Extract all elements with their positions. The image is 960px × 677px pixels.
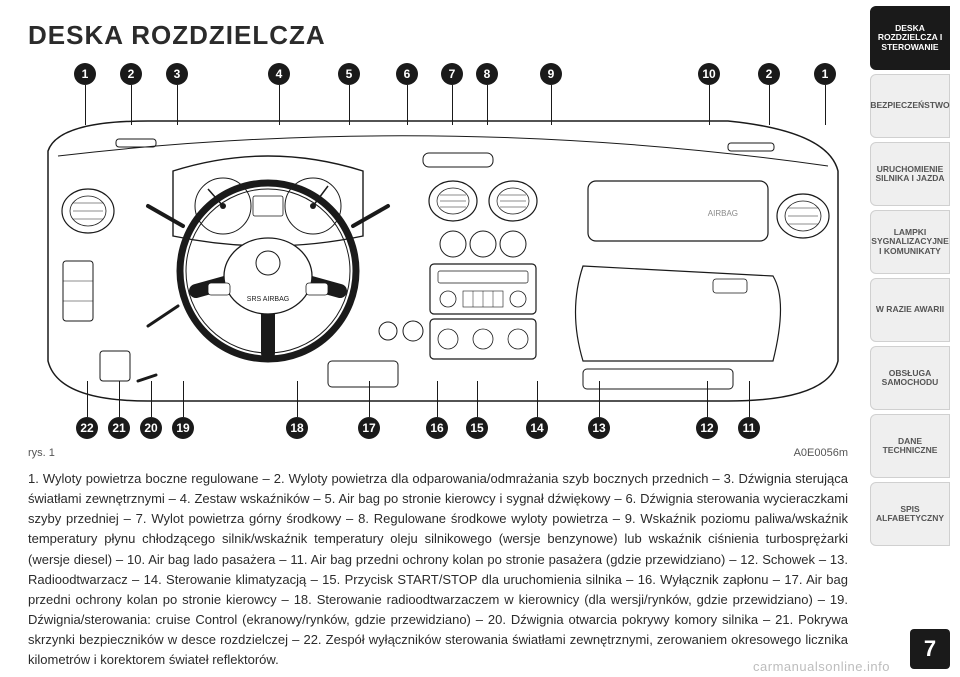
side-tab[interactable]: DANE TECHNICZNE	[870, 414, 950, 478]
cluster-display	[253, 196, 283, 216]
callout-9: 9	[540, 63, 562, 85]
passenger-knee-airbag	[583, 369, 733, 389]
wheel-control-right	[306, 283, 328, 295]
leader-line	[437, 381, 438, 417]
side-tab[interactable]: LAMPKI SYGNALIZACYJNE I KOMUNIKATY	[870, 210, 950, 274]
callout-14: 14	[526, 417, 548, 439]
wheel-control-left	[208, 283, 230, 295]
leader-line	[85, 85, 86, 125]
callout-15: 15	[466, 417, 488, 439]
leader-line	[599, 381, 600, 417]
leader-line	[707, 381, 708, 417]
srs-label: SRS AIRBAG	[247, 296, 289, 303]
callout-13: 13	[588, 417, 610, 439]
leader-line	[183, 381, 184, 417]
side-tab[interactable]: DESKA ROZDZIELCZA I STEROWANIE	[870, 6, 950, 70]
main-column: DESKA ROZDZIELCZA	[28, 20, 848, 677]
leader-line	[487, 85, 488, 125]
leader-line	[349, 85, 350, 125]
dashboard-diagram: SRS AIRBAG	[28, 61, 848, 441]
callout-20: 20	[140, 417, 162, 439]
callout-8: 8	[476, 63, 498, 85]
aux-gauge-3	[500, 231, 526, 257]
leader-line	[151, 381, 152, 417]
callout-3: 3	[166, 63, 188, 85]
legend-text: 1. Wyloty powietrza boczne regulowane – …	[28, 471, 848, 667]
component-legend: 1. Wyloty powietrza boczne regulowane – …	[28, 469, 848, 670]
side-tabs: DESKA ROZDZIELCZA I STEROWANIEBEZPIECZEŃ…	[870, 6, 954, 677]
callout-10: 10	[698, 63, 720, 85]
callout-7: 7	[441, 63, 463, 85]
callout-22: 22	[76, 417, 98, 439]
leader-line	[87, 381, 88, 417]
driver-knee-airbag	[328, 361, 398, 387]
callout-5: 5	[338, 63, 360, 85]
passenger-airbag	[588, 181, 768, 241]
leader-line	[369, 381, 370, 417]
leader-line	[551, 85, 552, 125]
figure-code: A0E0056m	[794, 447, 848, 459]
side-tab[interactable]: SPIS ALFABETYCZNY	[870, 482, 950, 546]
callout-6: 6	[396, 63, 418, 85]
glovebox	[576, 266, 781, 361]
callout-21: 21	[108, 417, 130, 439]
leader-line	[537, 381, 538, 417]
manual-page: DESKA ROZDZIELCZA	[0, 0, 960, 677]
leader-line	[297, 381, 298, 417]
callout-12: 12	[696, 417, 718, 439]
leader-line	[177, 85, 178, 125]
leader-line	[477, 381, 478, 417]
airbag-text: AIRBAG	[708, 209, 738, 218]
climate-controls	[430, 319, 536, 359]
callout-19: 19	[172, 417, 194, 439]
leader-line	[407, 85, 408, 125]
leader-line	[769, 85, 770, 125]
watermark: carmanualsonline.info	[753, 659, 890, 674]
callout-4: 4	[268, 63, 290, 85]
side-tab[interactable]: OBSŁUGA SAMOCHODU	[870, 346, 950, 410]
leader-line	[119, 381, 120, 417]
callout-1: 1	[814, 63, 836, 85]
side-tab[interactable]: URUCHOMIENIE SILNIKA I JAZDA	[870, 142, 950, 206]
callout-2: 2	[120, 63, 142, 85]
leader-line	[825, 85, 826, 125]
figure-caption-row: rys. 1 A0E0056m	[28, 441, 848, 469]
start-stop-button	[403, 321, 423, 341]
figure-label: rys. 1	[28, 447, 55, 459]
leader-line	[279, 85, 280, 125]
side-tab[interactable]: W RAZIE AWARII	[870, 278, 950, 342]
callout-16: 16	[426, 417, 448, 439]
page-title: DESKA ROZDZIELCZA	[28, 20, 848, 51]
leader-line	[749, 381, 750, 417]
fusebox-cover	[100, 351, 130, 381]
leader-line	[131, 85, 132, 125]
aux-gauge-1	[440, 231, 466, 257]
aux-gauge-2	[470, 231, 496, 257]
left-switch-panel	[63, 261, 93, 321]
callout-18: 18	[286, 417, 308, 439]
callout-17: 17	[358, 417, 380, 439]
page-number: 7	[910, 629, 950, 669]
callout-1: 1	[74, 63, 96, 85]
ignition-switch	[379, 322, 397, 340]
leader-line	[452, 85, 453, 125]
side-tab[interactable]: BEZPIECZEŃSTWO	[870, 74, 950, 138]
callout-2: 2	[758, 63, 780, 85]
callout-11: 11	[738, 417, 760, 439]
leader-line	[709, 85, 710, 125]
